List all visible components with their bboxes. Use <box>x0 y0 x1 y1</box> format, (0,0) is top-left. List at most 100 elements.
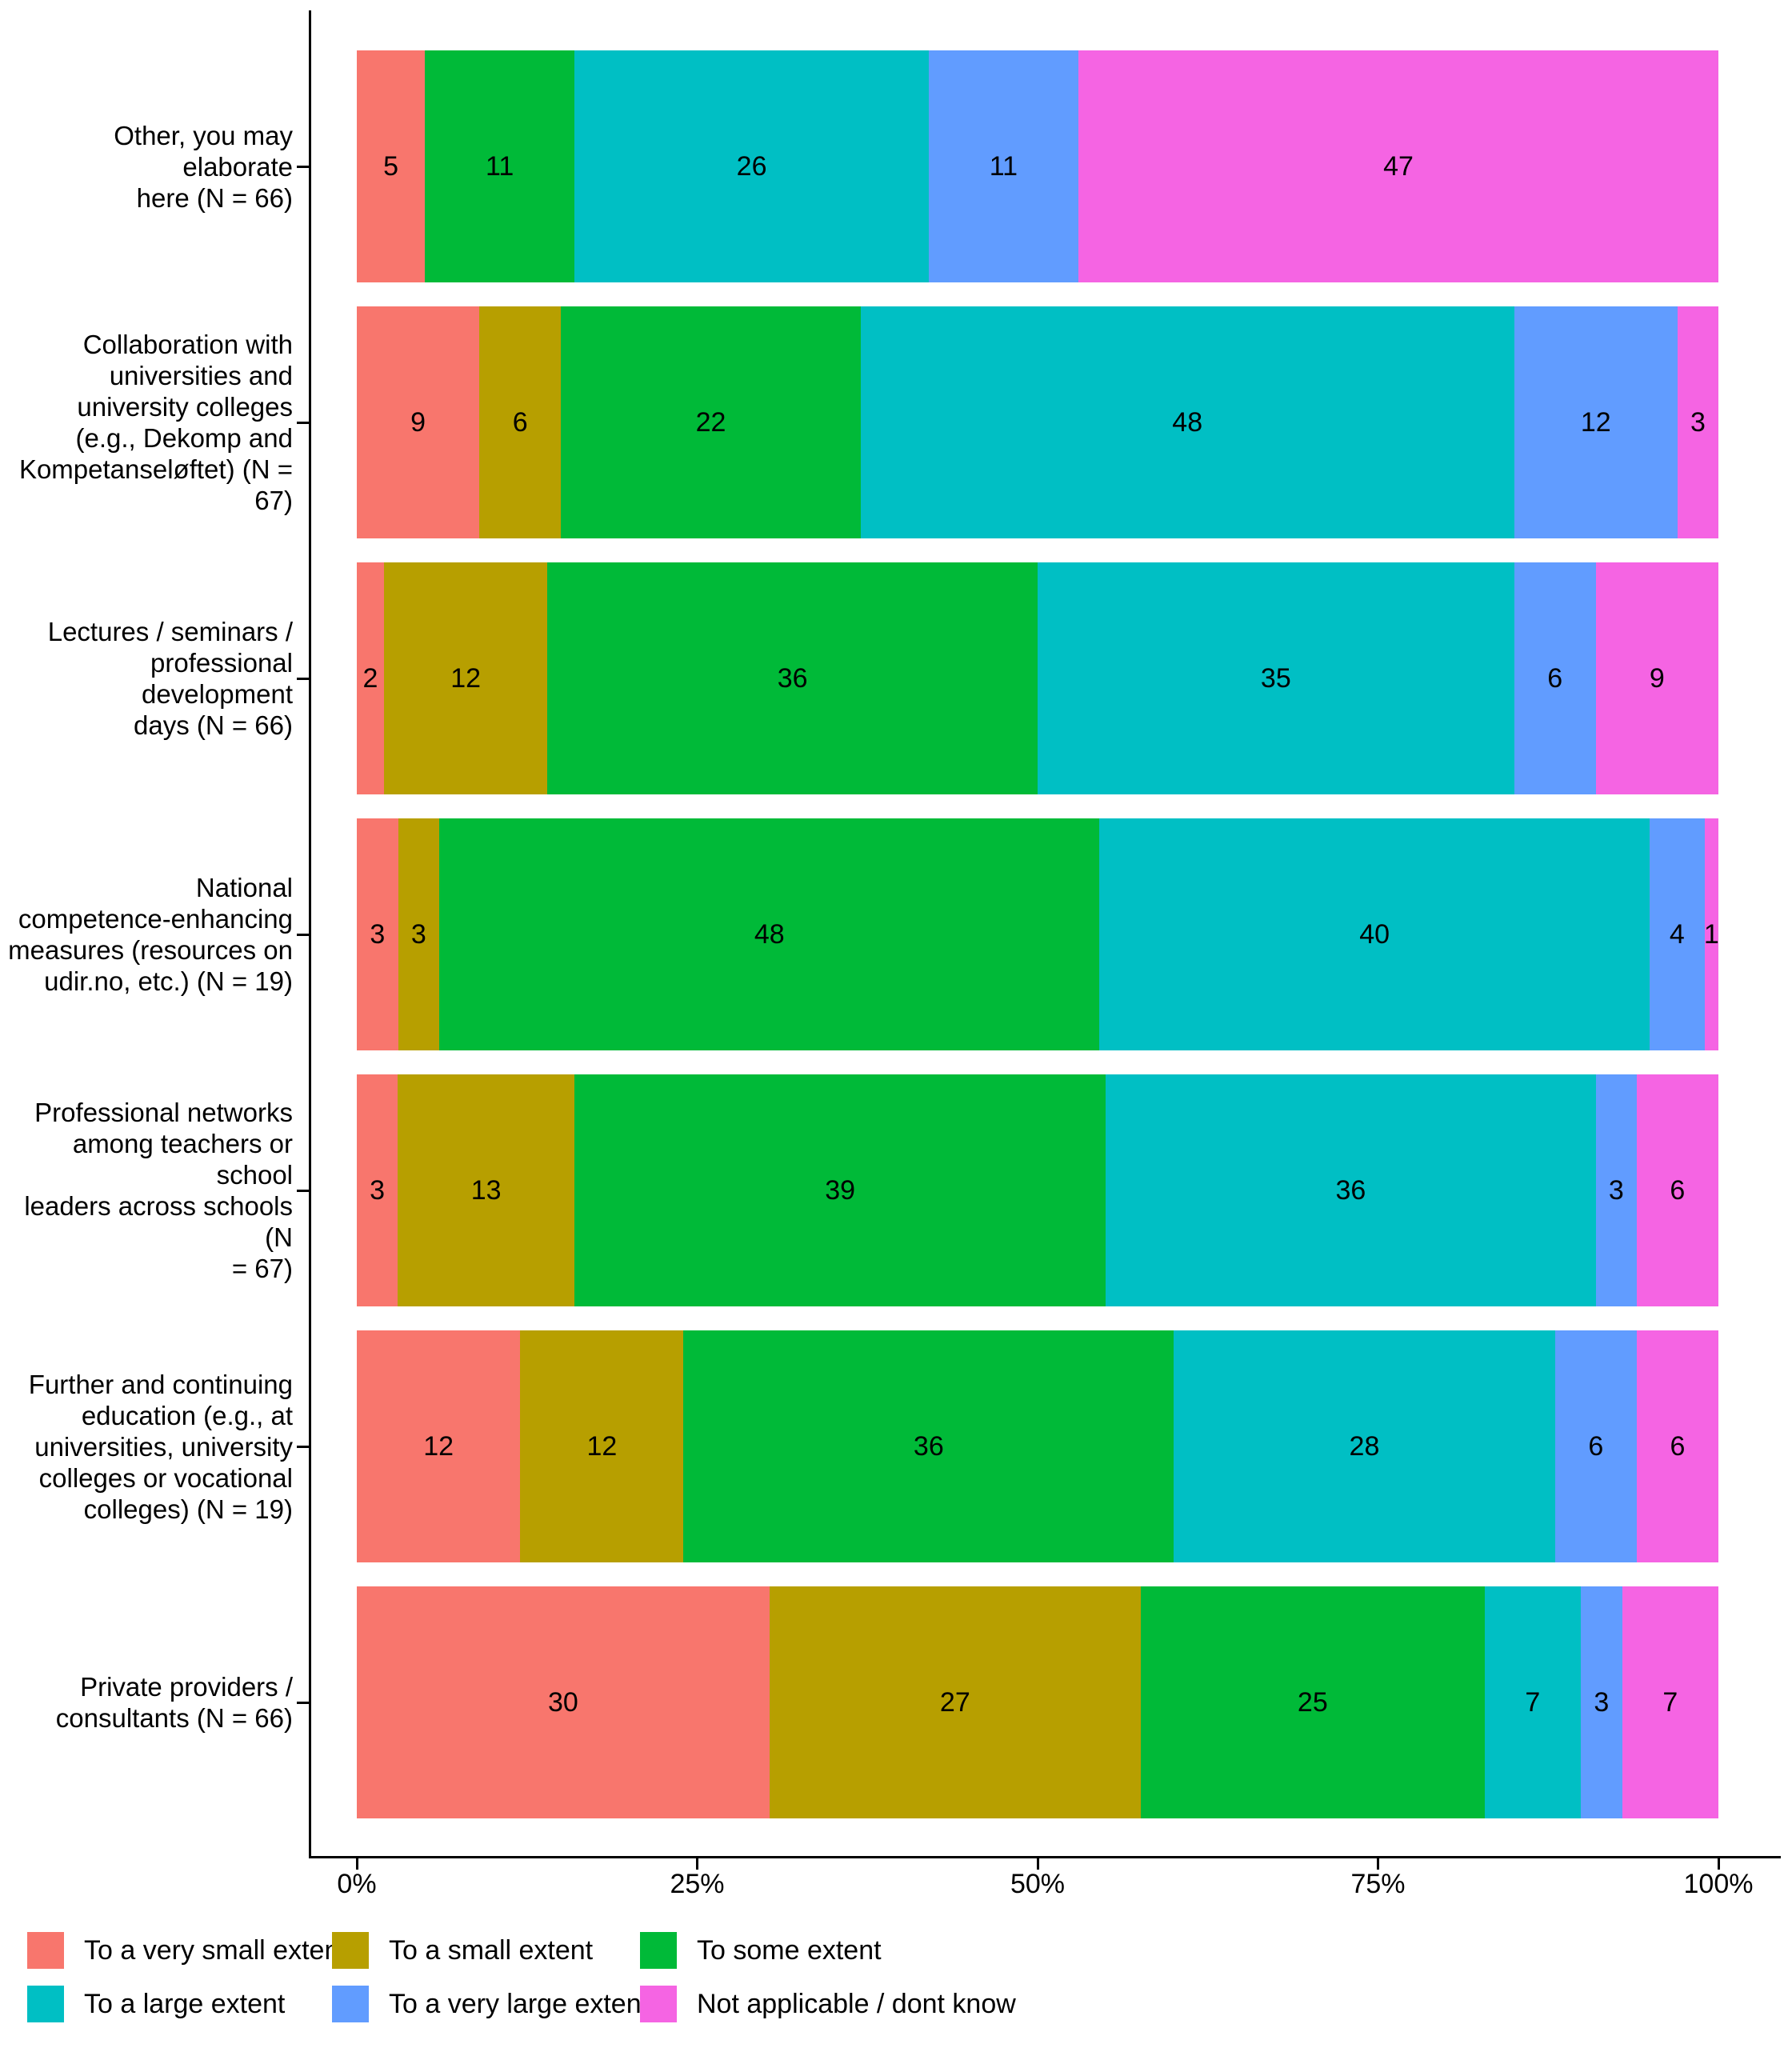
bar-segment: 9 <box>1595 562 1718 794</box>
legend-swatch <box>27 1986 64 2022</box>
bar-segment: 5 <box>357 50 426 282</box>
bar-segment: 11 <box>425 50 575 282</box>
segment-value-label: 12 <box>423 1430 454 1462</box>
x-axis-tick <box>1717 1858 1720 1870</box>
x-axis-line <box>309 1856 1781 1858</box>
stacked-bar: 12 12 36 28 6 6 <box>357 1330 1718 1562</box>
stacked-bar: 2 12 36 35 6 9 <box>357 562 1718 794</box>
category-label: Further and continuing education (e.g., … <box>28 1369 293 1524</box>
legend-swatch <box>640 1932 677 1969</box>
legend-item: To a large extent <box>27 1986 285 2022</box>
x-axis-tick-label: 50% <box>1010 1869 1066 1899</box>
segment-value-label: 12 <box>586 1430 618 1462</box>
segment-value-label: 6 <box>1670 1430 1686 1462</box>
segment-value-label: 9 <box>1649 662 1665 694</box>
bar-segment: 6 <box>1636 1074 1718 1306</box>
bar-segment: 3 <box>398 818 440 1050</box>
bar-row: Further and continuing education (e.g., … <box>0 1330 1792 1562</box>
legend-label: To a small extent <box>389 1934 594 1966</box>
y-axis-tick <box>297 934 309 936</box>
bar-segment: 9 <box>357 306 480 538</box>
category-label: Private providers / consultants (N = 66) <box>55 1672 293 1733</box>
bar-segment: 13 <box>398 1074 575 1306</box>
segment-value-label: 3 <box>370 1174 385 1206</box>
stacked-bar: 9 6 22 48 12 3 <box>357 306 1718 538</box>
x-axis-tick <box>696 1858 698 1870</box>
segment-value-label: 28 <box>1349 1430 1380 1462</box>
legend-item: To a very small extent <box>27 1932 347 1969</box>
bar-segment: 3 <box>357 818 398 1050</box>
category-label: National competence-enhancing measures (… <box>8 873 293 996</box>
bar-segment: 40 <box>1099 818 1650 1050</box>
y-axis-tick <box>297 422 309 424</box>
segment-value-label: 30 <box>547 1686 578 1718</box>
stacked-bar: 3 13 39 36 3 6 <box>357 1074 1718 1306</box>
segment-value-label: 3 <box>370 918 386 950</box>
y-axis-line <box>309 10 311 1858</box>
x-axis-tick-label: 0% <box>337 1869 377 1899</box>
bar-segment: 12 <box>520 1330 684 1562</box>
bar-segment: 48 <box>860 306 1514 538</box>
segment-value-label: 36 <box>777 662 808 694</box>
segment-value-label: 48 <box>1172 406 1203 438</box>
legend-item: To a small extent <box>332 1932 593 1969</box>
bar-segment: 6 <box>1514 562 1596 794</box>
segment-value-label: 6 <box>512 406 528 438</box>
bar-segment: 4 <box>1650 818 1705 1050</box>
bar-segment: 3 <box>1581 1586 1622 1818</box>
bar-segment: 30 <box>357 1586 770 1818</box>
category-label: Lectures / seminars / professional devel… <box>47 617 293 740</box>
segment-value-label: 48 <box>754 918 785 950</box>
category-label: Professional networks among teachers or … <box>24 1098 293 1283</box>
bar-segment: 12 <box>384 562 548 794</box>
segment-value-label: 26 <box>736 150 767 182</box>
bar-row: Professional networks among teachers or … <box>0 1074 1792 1306</box>
segment-value-label: 36 <box>1335 1174 1366 1206</box>
segment-value-label: 12 <box>1580 406 1611 438</box>
legend-label: To some extent <box>697 1934 882 1966</box>
legend-item: To a very large extent <box>332 1986 649 2022</box>
bar-segment: 3 <box>1677 306 1718 538</box>
y-axis-tick <box>297 1446 309 1448</box>
legend-swatch <box>332 1932 369 1969</box>
segment-value-label: 40 <box>1359 918 1390 950</box>
stacked-bar: 3 3 48 40 4 1 <box>357 818 1719 1050</box>
x-axis-tick <box>355 1858 358 1870</box>
legend-label: To a very large extent <box>389 1988 650 2019</box>
segment-value-label: 12 <box>450 662 482 694</box>
segment-value-label: 4 <box>1669 918 1685 950</box>
x-axis-tick-label: 75% <box>1350 1869 1406 1899</box>
bar-segment: 36 <box>1106 1074 1596 1306</box>
bar-segment: 47 <box>1078 50 1718 282</box>
bar-segment: 25 <box>1140 1586 1485 1818</box>
bar-segment: 22 <box>561 306 861 538</box>
segment-value-label: 5 <box>383 150 398 182</box>
stacked-bar: 30 27 25 7 3 7 <box>357 1586 1718 1818</box>
category-label: Other, you may elaborate here (N = 66) <box>114 120 293 213</box>
legend-label: To a large extent <box>84 1988 286 2019</box>
segment-value-label: 2 <box>362 662 378 694</box>
bar-segment: 3 <box>1595 1074 1637 1306</box>
x-axis-tick <box>1036 1858 1039 1870</box>
bar-segment: 3 <box>357 1074 398 1306</box>
segment-value-label: 3 <box>1608 1174 1624 1206</box>
legend-label: Not applicable / dont know <box>697 1988 1016 2019</box>
segment-value-label: 3 <box>1594 1686 1610 1718</box>
segment-value-label: 35 <box>1260 662 1291 694</box>
x-axis-tick <box>1377 1858 1379 1870</box>
y-axis-tick <box>297 166 309 168</box>
segment-value-label: 6 <box>1670 1174 1686 1206</box>
segment-value-label: 11 <box>989 150 1018 182</box>
segment-value-label: 3 <box>410 918 426 950</box>
bar-segment: 28 <box>1174 1330 1555 1562</box>
segment-value-label: 3 <box>1690 406 1706 438</box>
bar-segment: 27 <box>769 1586 1141 1818</box>
bar-segment: 36 <box>547 562 1038 794</box>
y-axis-tick <box>297 1190 309 1192</box>
legend-item: To some extent <box>640 1932 882 1969</box>
bar-segment: 35 <box>1037 562 1514 794</box>
y-axis-tick <box>297 1702 309 1704</box>
legend-label: To a very small extent <box>84 1934 347 1966</box>
y-axis-tick <box>297 678 309 680</box>
